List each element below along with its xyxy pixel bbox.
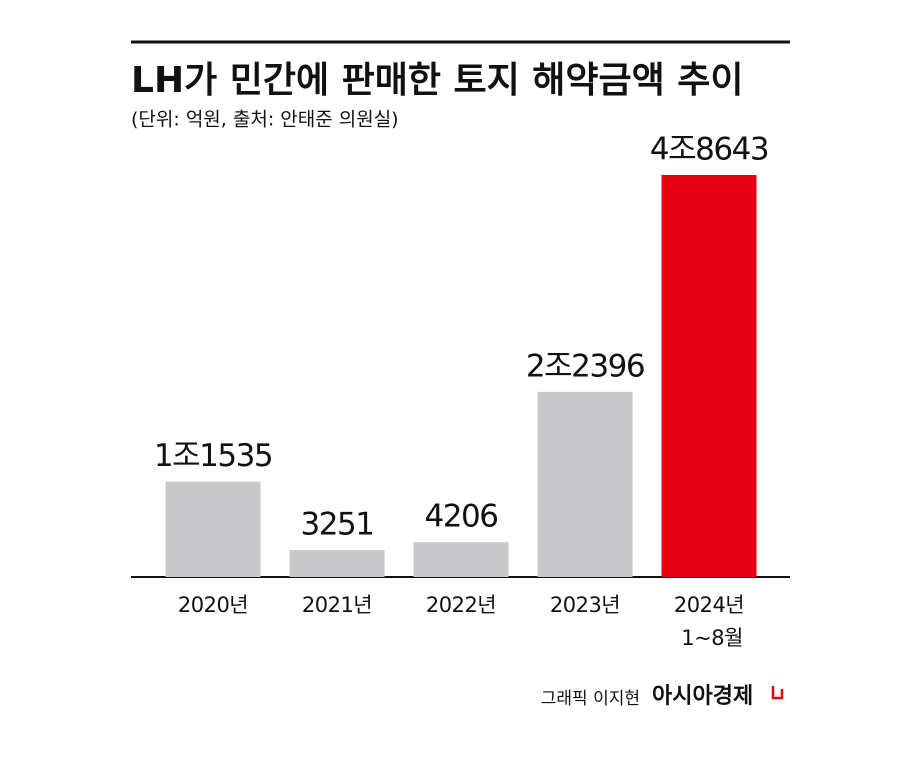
- x-tick-label: 2021년: [302, 593, 372, 617]
- x-tick-label: 2024년 1~8월: [674, 593, 744, 650]
- value-label: 4조8643: [650, 132, 768, 168]
- credit: 그래픽 이지현: [541, 689, 640, 709]
- value-label: 4206: [425, 499, 498, 535]
- x-tick-label: 2020년: [178, 593, 248, 617]
- x-tick-label: 2022년: [426, 593, 496, 617]
- bar: [413, 542, 509, 577]
- value-label: 3251: [301, 507, 374, 543]
- chart-subtitle: (단위: 억원, 출처: 안태준 의원실): [131, 109, 399, 131]
- brand: 아시아경제: [652, 684, 753, 709]
- bar: [537, 391, 633, 577]
- bar: [661, 175, 757, 577]
- brand-logo: [771, 686, 784, 700]
- x-tick-label: 2023년: [550, 593, 620, 617]
- value-label: 1조1535: [154, 438, 272, 474]
- bar: [165, 481, 261, 577]
- value-label: 2조2396: [526, 348, 644, 384]
- bar: [289, 550, 385, 577]
- chart-title: LH가 민간에 판매한 토지 해약금액 추이: [131, 60, 744, 101]
